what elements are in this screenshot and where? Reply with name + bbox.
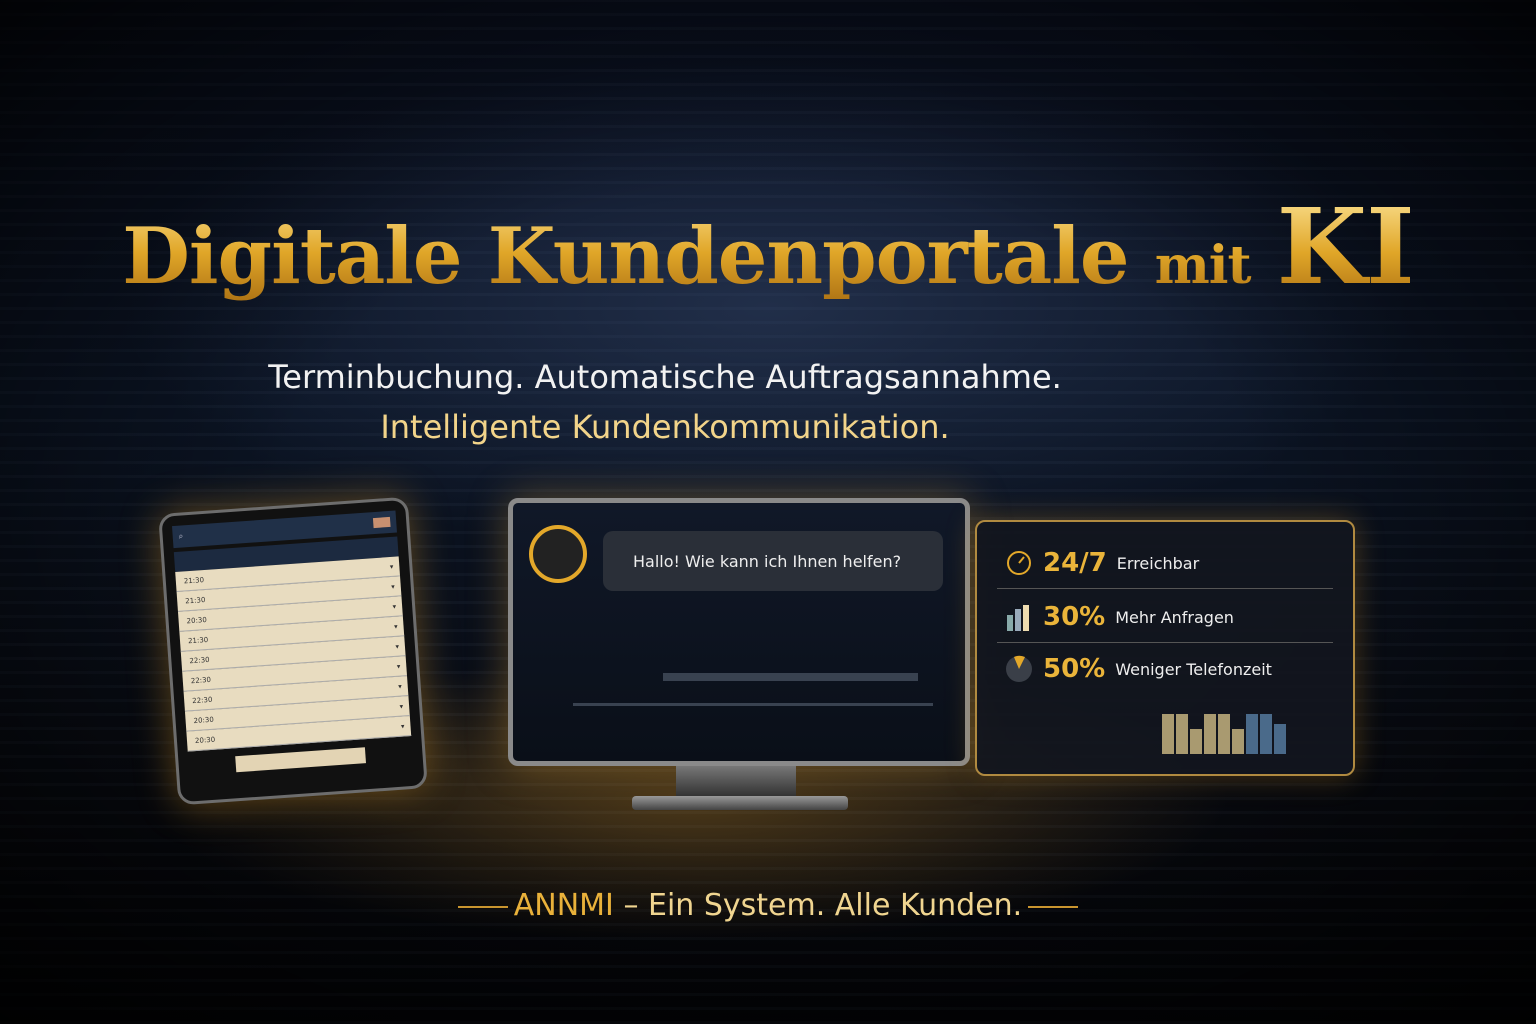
tagline: ANNMI – Ein System. Alle Kunden. xyxy=(0,888,1536,923)
mini-bar xyxy=(1204,714,1216,754)
tablet-button xyxy=(373,516,391,529)
search-icon: ⌕ xyxy=(178,531,184,541)
mini-bar xyxy=(1274,724,1286,754)
chat-bubble: Hallo! Wie kann ich Ihnen helfen? xyxy=(603,531,943,591)
stat-value: 24/7 xyxy=(1043,548,1107,578)
headline-main: Digitale Kundenportale xyxy=(122,211,1129,302)
stat-label: Erreichbar xyxy=(1116,553,1200,573)
booking-time: 21:30 xyxy=(187,635,209,645)
chevron-down-icon: ▾ xyxy=(392,602,397,611)
chevron-down-icon: ▾ xyxy=(393,622,398,631)
chatbot-headset-icon xyxy=(529,525,587,583)
chevron-down-icon: ▾ xyxy=(395,642,400,651)
mini-bar xyxy=(1190,729,1202,754)
clock-icon xyxy=(1007,551,1031,575)
chevron-down-icon: ▾ xyxy=(400,721,405,731)
tablet-booking: ⌕ 21:30 ▾ 21:30 ▾ 20:30 ▾ 21:30 ▾ 22:30 ▾ 22:30 ▾ 22… xyxy=(158,496,428,806)
chevron-down-icon: ▾ xyxy=(397,682,402,691)
chevron-down-icon: ▾ xyxy=(389,562,394,571)
booking-time: 21:30 xyxy=(183,575,205,585)
chevron-down-icon: ▾ xyxy=(399,701,404,711)
subtitle-line1: Terminbuchung. Automatische Auftragsanna… xyxy=(268,358,1062,396)
mini-bar xyxy=(1176,714,1188,754)
stat-requests: 30% Mehr Anfragen xyxy=(1005,602,1234,632)
tablet-cta xyxy=(235,747,367,773)
stats-panel: 24/7 Erreichbar 30% Mehr Anfragen 50% Wenig… xyxy=(975,520,1355,776)
booking-time: 20:30 xyxy=(193,715,215,725)
headline-mit: mit xyxy=(1154,235,1251,296)
mini-bar xyxy=(1232,729,1244,754)
booking-time: 22:30 xyxy=(191,695,213,705)
booking-time: 20:30 xyxy=(186,615,208,625)
booking-time: 22:30 xyxy=(190,675,212,685)
rule xyxy=(457,905,508,908)
divider xyxy=(997,588,1333,589)
headline-ki: KI xyxy=(1276,185,1414,308)
stat-value: 50% xyxy=(1043,654,1106,684)
tagline-text: – Ein System. Alle Kunden. xyxy=(623,888,1023,923)
monitor-chat: Hallo! Wie kann ich Ihnen helfen? xyxy=(508,498,970,766)
stat-phone-time: 50% Weniger Telefonzeit xyxy=(1005,654,1272,684)
monitor-stand xyxy=(676,766,796,796)
brand-name: ANNMI xyxy=(513,888,614,923)
headline: Digitale Kundenportale mit KI xyxy=(0,185,1536,308)
divider xyxy=(997,642,1333,643)
chevron-down-icon: ▾ xyxy=(396,662,401,671)
stat-label: Weniger Telefonzeit xyxy=(1115,659,1272,679)
pie-chart-icon xyxy=(1006,655,1032,682)
bar-chart-icon xyxy=(1007,605,1029,631)
mini-bar xyxy=(1260,714,1272,754)
booking-time: 21:30 xyxy=(184,595,206,605)
mini-bar xyxy=(1162,714,1174,754)
mini-bar xyxy=(1246,714,1258,754)
stat-availability: 24/7 Erreichbar xyxy=(1005,548,1199,578)
mini-bar xyxy=(1218,714,1230,754)
booking-time: 20:30 xyxy=(194,735,216,745)
rule xyxy=(1028,905,1079,908)
divider xyxy=(573,703,933,706)
booking-time: 22:30 xyxy=(189,655,210,665)
subtitle-line2: Intelligente Kundenkommunikation. xyxy=(380,408,950,446)
stat-label: Mehr Anfragen xyxy=(1115,607,1234,627)
input-bar xyxy=(663,673,918,681)
stat-value: 30% xyxy=(1043,602,1106,632)
monitor-base xyxy=(632,796,848,810)
chevron-down-icon: ▾ xyxy=(390,582,396,591)
